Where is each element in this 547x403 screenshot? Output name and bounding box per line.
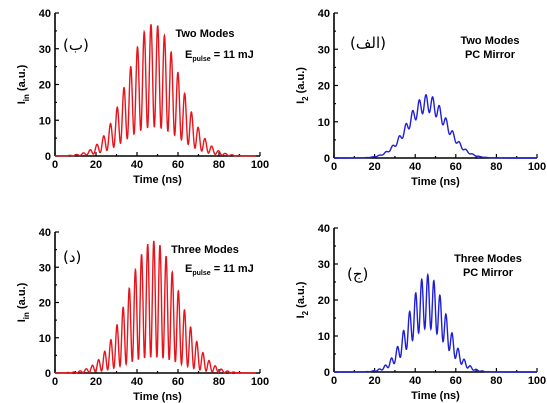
annotation-subtitle: PC Mirror [463,267,514,279]
y-tick-label: 10 [39,115,51,127]
x-tick-label: 60 [450,375,462,387]
x-tick-label: 0 [52,159,58,171]
y-tick-label: 40 [39,8,51,20]
x-tick-label: 0 [331,375,337,387]
y-axis-title: I2 (a.u.) [295,281,310,318]
x-axis-title: Time (ns) [411,176,460,188]
series-line [55,240,256,374]
x-tick-label: 40 [409,375,421,387]
x-tick-label: 20 [368,375,380,387]
panel-label: (ب) [63,36,89,54]
x-axis-title: Time (ns) [411,390,460,402]
x-tick-label: 100 [251,376,269,388]
panel-label: (د) [63,248,81,266]
annotation-title: Three Modes [454,253,522,265]
y-tick-label: 40 [39,227,51,239]
series-line [54,24,256,157]
annotation-title: Two Modes [175,28,234,40]
x-tick-label: 80 [213,159,225,171]
x-tick-label: 40 [409,161,421,173]
x-tick-label: 40 [131,376,143,388]
x-tick-label: 20 [368,161,380,173]
y-axis-title: I2 (a.u.) [295,67,310,104]
y-tick-label: 30 [39,44,51,56]
x-tick-label: 40 [131,159,143,171]
annotation-title: Two Modes [460,35,519,47]
x-tick-label: 20 [90,376,102,388]
x-tick-label: 60 [450,161,462,173]
x-tick-label: 100 [528,375,546,387]
y-tick-label: 10 [318,117,330,129]
x-tick-label: 60 [172,159,184,171]
y-axis-title: Iin (a.u.) [16,282,31,322]
y-tick-label: 20 [39,298,51,310]
x-tick-label: 100 [528,161,546,173]
y-tick-label: 0 [324,153,330,165]
x-tick-label: 80 [213,376,225,388]
x-tick-label: 0 [331,161,337,173]
x-tick-label: 20 [90,159,102,171]
annotation-energy: Epulse = 11 mJ [185,263,254,277]
series-line [334,93,537,159]
panel-label: (ج) [347,265,368,284]
y-tick-label: 10 [318,331,330,343]
y-tick-label: 30 [318,259,330,271]
annotation-subtitle: PC Mirror [465,49,516,61]
chart-panel-1: 0 20 40 60 80 100 0 10 20 30 40 Time (ns) Iin (a.u.)… [16,8,269,186]
x-tick-label: 0 [52,376,58,388]
y-tick-label: 0 [324,367,330,379]
x-axis-title: Time (ns) [133,174,182,186]
annotation-title: Three Modes [171,244,239,256]
y-tick-label: 20 [318,81,330,93]
y-tick-label: 40 [318,223,330,235]
x-tick-label: 80 [490,161,502,173]
panel-label: (الف) [350,34,386,52]
y-tick-label: 30 [39,262,51,274]
chart-panel-3: 0 20 40 60 80 100 0 10 20 30 40 Time (ns) Iin (a.u.)… [16,227,269,403]
y-tick-label: 40 [318,8,330,20]
x-axis-title: Time (ns) [133,391,182,403]
chart-panel-2: 0 20 40 60 80 100 0 10 20 30 40 Time (ns) I2 (a.u.) (… [295,8,546,188]
y-axis-title: Iin (a.u.) [16,64,31,104]
annotation-energy: Epulse = 11 mJ [185,49,254,63]
chart-panel-4: 0 20 40 60 80 100 0 10 20 30 40 Time (ns) I2 (a.u.) (… [295,223,546,402]
y-tick-label: 0 [45,151,51,163]
x-tick-label: 80 [490,375,502,387]
series-line [334,272,537,373]
y-tick-label: 30 [318,44,330,56]
y-tick-label: 20 [318,295,330,307]
x-tick-label: 100 [251,159,269,171]
y-tick-label: 10 [39,333,51,345]
y-tick-label: 0 [45,368,51,380]
x-tick-label: 60 [172,376,184,388]
y-tick-label: 20 [39,80,51,92]
